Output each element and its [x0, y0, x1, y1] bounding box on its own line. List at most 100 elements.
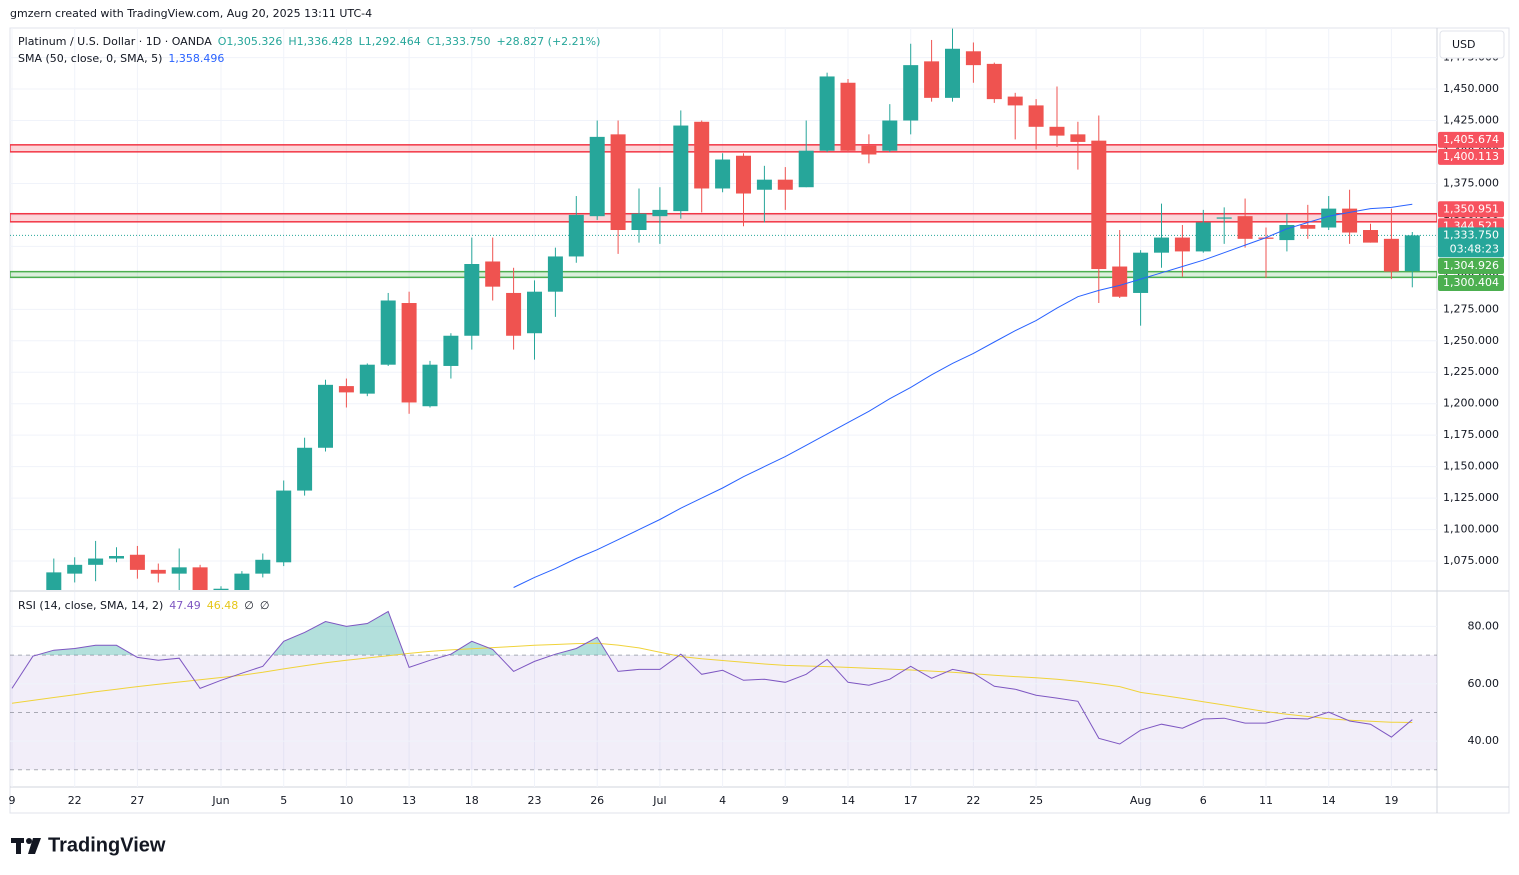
candle-body [213, 588, 229, 590]
countdown: 03:48:23 [1450, 242, 1499, 255]
candle-body [945, 48, 960, 98]
candle-body [67, 564, 83, 574]
price-legend: Platinum / U.S. Dollar · 1D · OANDA O1,3… [18, 35, 600, 48]
candle-body [652, 209, 668, 217]
y-tick-label: 1,200.000 [1443, 397, 1499, 410]
candle-body [422, 364, 438, 407]
x-tick-label: 4 [719, 794, 726, 807]
candle-body [861, 145, 877, 155]
sma-name: SMA (50, close, 0, SMA, 5) [18, 52, 163, 65]
ohlc-high: H1,336.428 [288, 35, 353, 48]
currency-box[interactable] [1439, 30, 1505, 59]
x-tick-label: 22 [68, 794, 82, 807]
candle-body [443, 335, 459, 366]
candle-body [1383, 238, 1399, 272]
x-tick-label: Jun [211, 794, 229, 807]
rsi-ma-line [11, 642, 1413, 723]
ohlc-open: O1,305.326 [217, 35, 283, 48]
candle-body [1154, 237, 1169, 253]
y-tick-label: 1,175.000 [1443, 428, 1499, 441]
x-tick-label: Aug [1130, 794, 1151, 807]
candle-body [171, 567, 187, 574]
candle-body [798, 150, 814, 188]
rsi-line [11, 610, 1413, 745]
candle-body [589, 136, 605, 217]
candle-body [1342, 208, 1358, 233]
price-label: 1,350.951 [1443, 202, 1499, 215]
price-label: 1,304.926 [1443, 259, 1499, 272]
rsi-extra: ∅ [244, 599, 254, 612]
candle-body [1404, 235, 1420, 272]
x-tick-label: 18 [465, 794, 479, 807]
candle-body [924, 61, 940, 98]
price-label: 1,400.113 [1443, 150, 1499, 163]
price-label-box [1438, 131, 1504, 148]
x-tick-label: 19 [1384, 794, 1398, 807]
candle-body [1279, 224, 1295, 241]
logo: TradingView [11, 834, 166, 856]
candle-body [527, 291, 542, 334]
price-pane [10, 28, 1437, 590]
candle-body [610, 134, 626, 231]
rsi-extra: ∅ [259, 599, 270, 612]
candle-body [1007, 96, 1023, 106]
zone [10, 212, 1437, 223]
candle-body [1112, 266, 1128, 297]
logo-icon [26, 838, 32, 844]
logo-icon [16, 838, 21, 854]
y-tick-label: 1,225.000 [1443, 365, 1499, 378]
y-tick-label: 1,250.000 [1443, 334, 1499, 347]
candle-body [297, 447, 313, 491]
price-label: 1,405.674 [1443, 133, 1499, 146]
overbought-fill [12, 611, 1413, 656]
candle-body [756, 179, 772, 190]
rsi-title: RSI (14, close, SMA, 14, 2) [18, 599, 164, 612]
rsi-ma-value: 46.48 [206, 599, 239, 612]
candle-body [568, 214, 584, 257]
candle-body [1321, 208, 1337, 228]
sma-line [513, 203, 1413, 588]
candle-body [1049, 126, 1065, 136]
candle-body [736, 155, 751, 194]
candle-body [986, 63, 1002, 100]
candle-body [506, 292, 522, 336]
x-tick-label: 13 [402, 794, 416, 807]
y-tick-label: 1,450.000 [1443, 82, 1499, 95]
candle-body [46, 572, 62, 590]
candle-body [401, 303, 417, 403]
x-tick-label: 27 [130, 794, 144, 807]
x-tick-label: 22 [966, 794, 980, 807]
candle-body [234, 573, 250, 590]
x-tick-label: 10 [339, 794, 353, 807]
candle-body [715, 159, 731, 189]
rsi-value: 47.49 [169, 599, 201, 612]
y-tick-label: 60.00 [1468, 677, 1500, 690]
candle-body [255, 559, 271, 574]
candle-body [631, 213, 647, 231]
currency: USD [1452, 38, 1476, 51]
candle-body [1237, 216, 1253, 239]
candle-body [338, 386, 354, 393]
y-tick-label: 1,375.000 [1443, 176, 1499, 189]
x-tick-label: 14 [841, 794, 855, 807]
price-label: 1,333.750 [1443, 228, 1499, 241]
x-tick-label: Jul [652, 794, 666, 807]
price-label-box [1438, 274, 1504, 291]
x-tick-label: 5 [280, 794, 287, 807]
y-tick-label: 1,425.000 [1443, 114, 1499, 127]
candle-body [109, 556, 124, 559]
candle-body [1216, 217, 1232, 219]
candle-body [150, 569, 166, 574]
candle-body [318, 384, 333, 448]
x-tick-label: 6 [1200, 794, 1207, 807]
symbol-title: Platinum / U.S. Dollar · 1D · OANDA [18, 35, 212, 48]
y-tick-label: 1,075.000 [1443, 554, 1499, 567]
candle-body [485, 261, 501, 287]
candle-body [673, 125, 689, 212]
candle-body [192, 567, 208, 590]
ohlc-close: C1,333.750 [426, 35, 491, 48]
y-tick-label: 1,275.000 [1443, 302, 1499, 315]
candle-body [1070, 134, 1086, 142]
price-label-box [1438, 201, 1504, 218]
y-tick-label: 40.00 [1468, 734, 1500, 747]
